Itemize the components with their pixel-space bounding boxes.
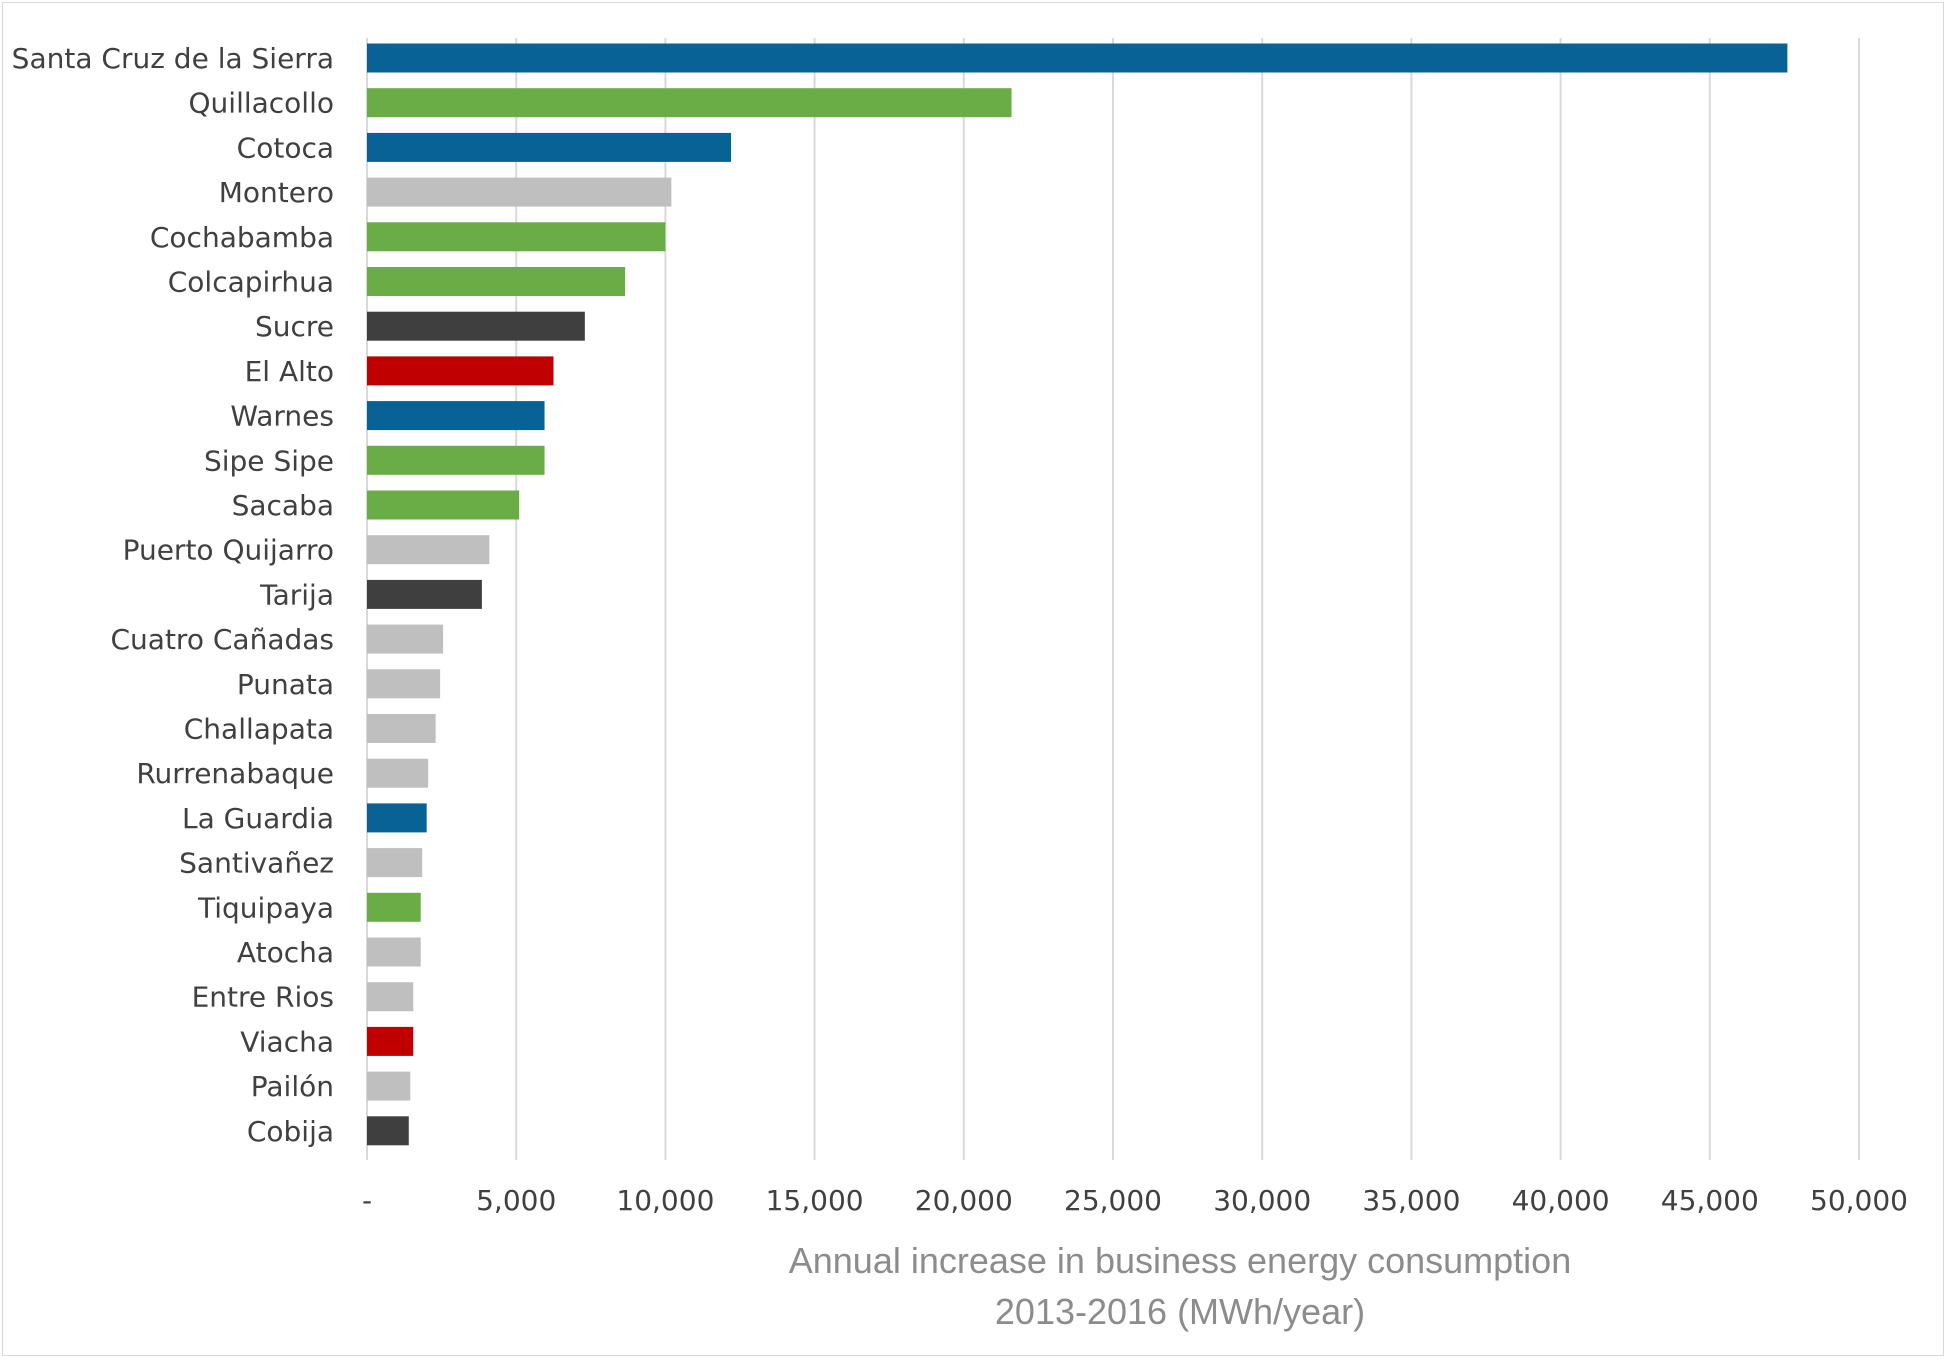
x-tick-label: 40,000 — [1512, 1184, 1610, 1217]
bar — [367, 445, 545, 475]
x-tick-label: 50,000 — [1810, 1184, 1908, 1217]
category-label: Santa Cruz de la Sierra — [12, 42, 334, 75]
category-label: Sacaba — [232, 489, 334, 522]
category-label: Atocha — [237, 936, 334, 969]
bar — [367, 88, 1012, 118]
x-tick-label: 10,000 — [616, 1184, 714, 1217]
category-label: Warnes — [230, 400, 334, 433]
category-label: Cotoca — [237, 131, 334, 164]
bar — [367, 669, 441, 699]
bar — [367, 982, 414, 1012]
category-label: El Alto — [245, 355, 334, 388]
category-label: Pailón — [251, 1070, 334, 1103]
x-tick-label: 45,000 — [1661, 1184, 1759, 1217]
bar — [367, 356, 554, 386]
category-label: Punata — [237, 668, 334, 701]
bar — [367, 624, 444, 654]
bar — [367, 401, 545, 431]
category-label: Cochabamba — [150, 221, 334, 254]
bar — [367, 267, 626, 296]
x-axis-title-line-2: 2013-2016 (MWh/year) — [995, 1291, 1365, 1332]
bar — [367, 714, 436, 743]
x-tick-label: 35,000 — [1362, 1184, 1460, 1217]
x-tick-label: 5,000 — [476, 1184, 556, 1217]
category-label: La Guardia — [182, 802, 334, 835]
bar — [367, 892, 421, 922]
category-label: Tarija — [259, 578, 334, 611]
category-label: Sipe Sipe — [204, 444, 334, 477]
category-label: Cobija — [247, 1115, 334, 1148]
category-label: Cuatro Cañadas — [111, 623, 335, 656]
bar — [367, 535, 490, 565]
bar — [367, 132, 732, 162]
bar — [367, 311, 585, 341]
category-label: Challapata — [184, 713, 334, 746]
category-label: Viacha — [240, 1025, 334, 1058]
bar — [367, 803, 427, 833]
bar — [367, 490, 520, 520]
category-label: Rurrenabaque — [136, 757, 334, 790]
category-label: Sucre — [255, 310, 334, 343]
category-labels: Santa Cruz de la Sierra Quillacollo Cotoca… — [12, 42, 334, 1148]
category-label: Tiquipaya — [197, 891, 334, 924]
category-label: Colcapirhua — [168, 266, 334, 299]
bar — [367, 937, 421, 967]
bar — [367, 1116, 409, 1146]
bars — [367, 43, 1788, 1146]
bar — [367, 579, 482, 609]
bar — [367, 222, 666, 252]
x-tick-label: 15,000 — [766, 1184, 864, 1217]
bar — [367, 177, 672, 207]
bar — [367, 848, 423, 878]
x-axis-title-line-1: Annual increase in business energy consu… — [789, 1240, 1571, 1281]
x-tick-label: 20,000 — [915, 1184, 1013, 1217]
bar — [367, 758, 429, 788]
x-tick-label: - — [362, 1184, 372, 1217]
category-label: Puerto Quijarro — [123, 534, 334, 567]
category-label: Quillacollo — [189, 87, 335, 120]
bar — [367, 1026, 414, 1056]
x-tick-labels: - 5,000 10,000 15,000 20,000 25,000 30,000 35,0… — [362, 1184, 1908, 1217]
category-label: Entre Rios — [192, 981, 334, 1014]
category-label: Montero — [219, 176, 334, 209]
x-tick-label: 25,000 — [1064, 1184, 1162, 1217]
bar — [367, 1071, 411, 1101]
x-tick-label: 30,000 — [1213, 1184, 1311, 1217]
bar — [367, 43, 1788, 73]
category-label: Santivañez — [179, 847, 334, 880]
